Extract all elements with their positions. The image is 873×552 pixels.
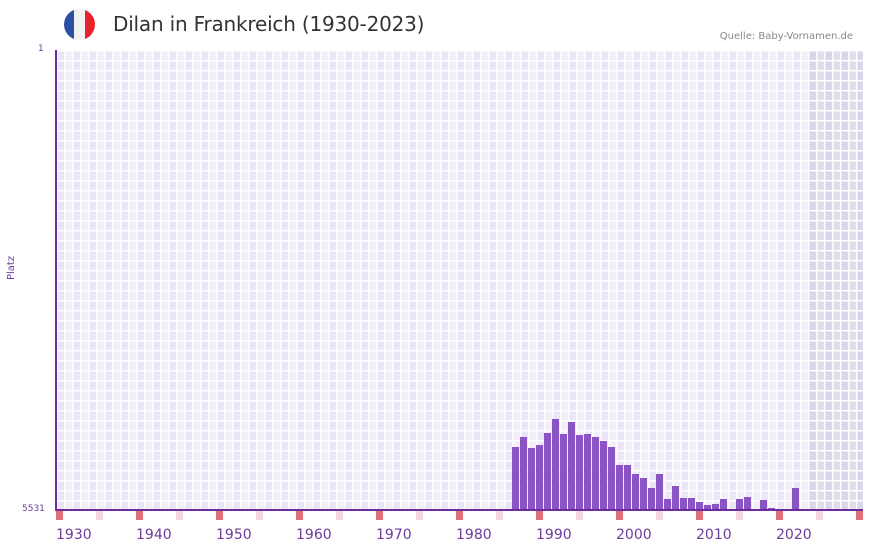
x-axis-label: 2020: [776, 527, 812, 543]
decade-marker: [536, 511, 543, 520]
bar-2010[interactable]: [696, 501, 703, 510]
bar-2001[interactable]: [624, 464, 631, 510]
gridlines: [56, 50, 863, 510]
source-credit: Quelle: Baby-Vornamen.de: [719, 31, 853, 42]
half-decade-marker: [336, 511, 343, 520]
x-axis-label: 1940: [136, 527, 172, 543]
x-axis-label: 2010: [696, 527, 732, 543]
bar-1996[interactable]: [584, 433, 591, 510]
half-decade-marker: [496, 511, 503, 520]
half-decade-marker: [96, 511, 103, 520]
x-axis-line: [55, 509, 863, 511]
y-axis-bottom-label: 5531: [22, 504, 45, 514]
half-decade-marker: [416, 511, 423, 520]
half-decade-marker: [176, 511, 183, 520]
bar-2004[interactable]: [648, 487, 655, 510]
y-axis-top-label: 1: [38, 44, 44, 54]
decade-marker: [376, 511, 383, 520]
decade-marker: [456, 511, 463, 520]
year-markers: [56, 511, 863, 520]
decade-marker: [56, 511, 63, 520]
chart-title: Dilan in Frankreich (1930-2023): [113, 12, 425, 36]
y-axis-line: [55, 50, 57, 511]
y-axis-title: Platz: [6, 255, 17, 280]
bar-2011[interactable]: [704, 504, 711, 510]
flag-white: [74, 9, 85, 40]
decade-marker: [296, 511, 303, 520]
decade-marker: [136, 511, 143, 520]
bar-2009[interactable]: [688, 497, 695, 510]
bar-2008[interactable]: [680, 497, 687, 510]
decade-marker: [776, 511, 783, 520]
bar-2000[interactable]: [616, 464, 623, 510]
bar-1993[interactable]: [560, 433, 567, 510]
bar-1994[interactable]: [568, 422, 575, 510]
bar-1987[interactable]: [512, 446, 519, 510]
bar-1998[interactable]: [600, 440, 607, 510]
france-flag-icon: [64, 9, 95, 40]
bar-1991[interactable]: [544, 432, 551, 510]
bar-1990[interactable]: [536, 444, 543, 510]
bar-2007[interactable]: [672, 485, 679, 510]
x-axis-label: 1970: [376, 527, 412, 543]
half-decade-marker: [576, 511, 583, 520]
bar-1992[interactable]: [552, 419, 559, 510]
decade-marker: [616, 511, 623, 520]
bar-2002[interactable]: [632, 473, 639, 510]
bar-2003[interactable]: [640, 477, 647, 510]
decade-marker: [696, 511, 703, 520]
bar-2022[interactable]: [792, 487, 799, 510]
bar-1999[interactable]: [608, 446, 615, 510]
bar-2006[interactable]: [664, 498, 671, 510]
flag-red: [84, 9, 95, 40]
x-axis-label: 1960: [296, 527, 332, 543]
bar-1995[interactable]: [576, 434, 583, 510]
half-decade-marker: [816, 511, 823, 520]
bar-2016[interactable]: [744, 496, 751, 510]
half-decade-marker: [736, 511, 743, 520]
x-axis-label: 1930: [56, 527, 92, 543]
decade-marker: [856, 511, 863, 520]
x-axis-label: 1980: [456, 527, 492, 543]
bar-2013[interactable]: [720, 498, 727, 510]
x-axis-label: 2000: [616, 527, 652, 543]
bar-1997[interactable]: [592, 436, 599, 510]
decade-marker: [216, 511, 223, 520]
bar-2005[interactable]: [656, 473, 663, 510]
plot-area: [56, 50, 863, 510]
bar-2015[interactable]: [736, 498, 743, 510]
x-axis-label: 1990: [536, 527, 572, 543]
x-axis-label: 1950: [216, 527, 252, 543]
bar-1988[interactable]: [520, 436, 527, 510]
half-decade-marker: [256, 511, 263, 520]
bar-1989[interactable]: [528, 447, 535, 510]
bar-2012[interactable]: [712, 503, 719, 510]
flag-blue: [64, 9, 75, 40]
bar-2018[interactable]: [760, 499, 767, 510]
half-decade-marker: [656, 511, 663, 520]
